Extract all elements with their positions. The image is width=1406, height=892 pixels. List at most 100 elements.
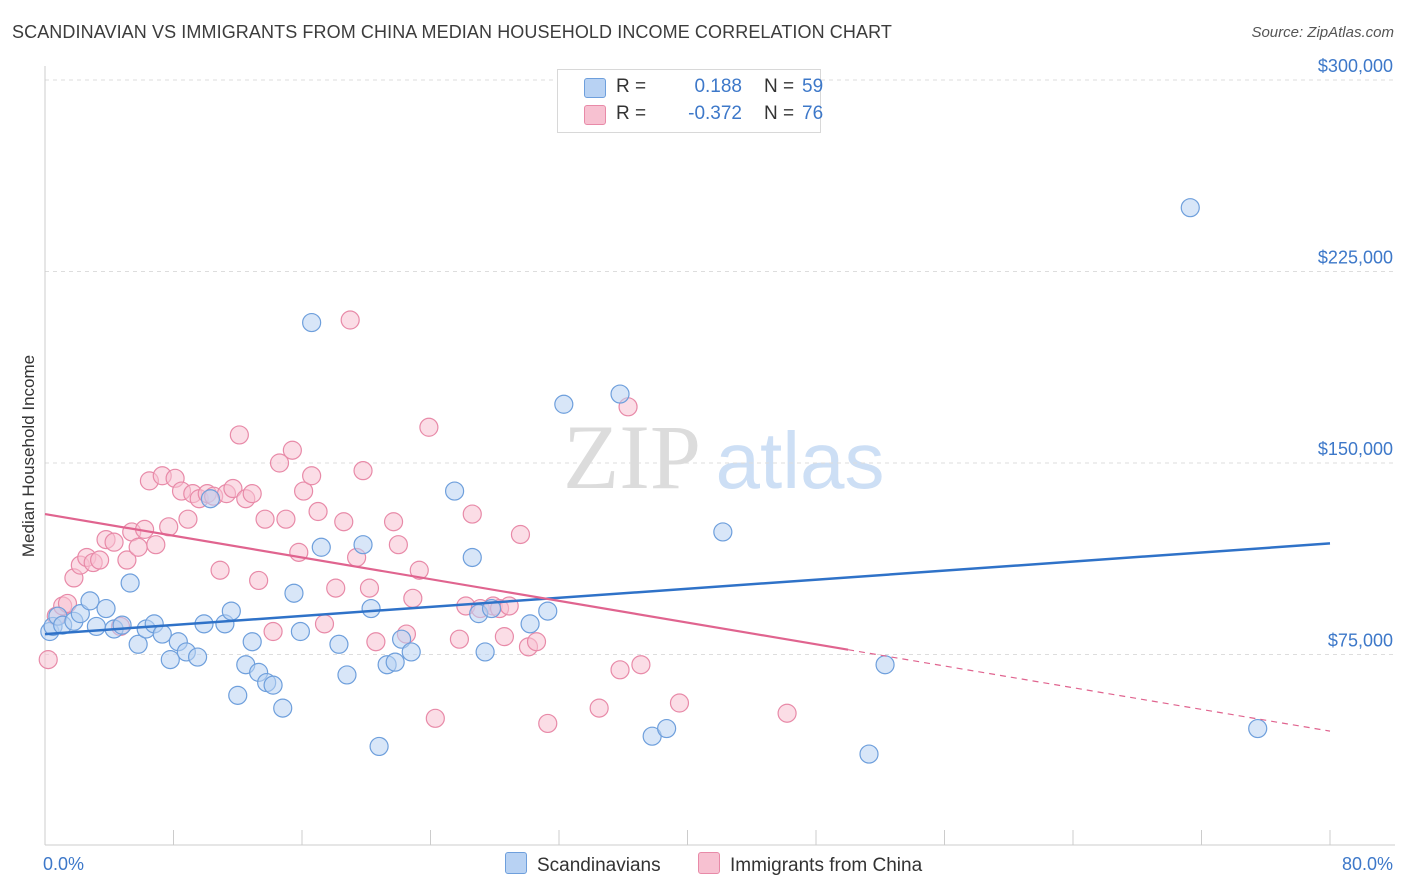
data-point bbox=[276, 509, 296, 529]
data-point bbox=[403, 588, 423, 608]
n-label: N = bbox=[764, 103, 795, 124]
data-point bbox=[462, 547, 482, 568]
data-point bbox=[128, 634, 148, 654]
data-point bbox=[657, 718, 677, 739]
data-point bbox=[57, 593, 78, 614]
x-tick-labels: 0.0% 80.0% bbox=[43, 854, 1393, 874]
data-point bbox=[210, 560, 230, 580]
data-point bbox=[120, 573, 140, 593]
data-point bbox=[369, 736, 389, 757]
series-immigrants-from-china bbox=[38, 310, 797, 734]
data-point bbox=[1248, 718, 1268, 739]
data-point bbox=[255, 509, 275, 529]
trend-line-immigrants-from-china bbox=[44, 512, 849, 651]
data-point bbox=[353, 461, 373, 481]
y-tick-label: $75,000 bbox=[1328, 631, 1393, 651]
data-point bbox=[294, 481, 314, 501]
data-point bbox=[361, 598, 381, 619]
data-point bbox=[200, 489, 221, 509]
watermark-atlas: atlas bbox=[716, 416, 885, 505]
data-point bbox=[777, 703, 797, 723]
data-point bbox=[449, 629, 470, 649]
x-tick-label: 80.0% bbox=[1342, 854, 1393, 874]
r-label: R = bbox=[616, 103, 647, 124]
immigrants-from-china-swatch bbox=[584, 105, 606, 125]
data-point bbox=[383, 512, 404, 532]
immigrants-from-china-swatch bbox=[698, 852, 720, 874]
legend-item-immigrants-from-china: Immigrants from China bbox=[698, 852, 922, 877]
data-point bbox=[444, 481, 465, 501]
data-point bbox=[273, 698, 293, 718]
data-point bbox=[669, 693, 690, 713]
data-point bbox=[554, 394, 574, 414]
n-value: 59 bbox=[802, 76, 824, 97]
x-tick-label: 0.0% bbox=[43, 854, 84, 874]
data-point bbox=[334, 512, 354, 532]
data-point bbox=[308, 501, 328, 522]
y-tick-labels: $75,000 $150,000 $225,000 $300,000 bbox=[1318, 56, 1393, 651]
data-point bbox=[228, 685, 248, 705]
data-point bbox=[326, 578, 346, 598]
data-point bbox=[409, 560, 429, 580]
data-point bbox=[337, 665, 357, 685]
n-label: N = bbox=[764, 76, 795, 97]
data-point bbox=[160, 650, 180, 670]
data-point bbox=[538, 601, 558, 621]
data-point bbox=[70, 604, 90, 624]
data-point bbox=[178, 509, 198, 529]
r-value: 0.188 bbox=[694, 76, 742, 97]
data-point bbox=[284, 583, 304, 603]
data-point bbox=[128, 537, 148, 557]
data-point bbox=[419, 417, 439, 437]
data-point bbox=[249, 570, 269, 591]
correlation-legend: R = 0.188 N = 59 R = -0.372 N = 76 bbox=[557, 69, 824, 133]
data-point bbox=[875, 655, 895, 675]
data-point bbox=[314, 614, 335, 634]
gridlines bbox=[45, 79, 1395, 655]
data-point bbox=[385, 652, 405, 672]
data-point bbox=[152, 624, 172, 644]
data-point bbox=[510, 524, 531, 545]
source-label: Source: ZipAtlas.com bbox=[1251, 24, 1394, 41]
trend-line-scandinavians bbox=[44, 542, 1331, 636]
data-point bbox=[425, 708, 445, 728]
data-point bbox=[359, 578, 380, 598]
data-point bbox=[187, 647, 208, 667]
data-point bbox=[859, 744, 879, 764]
data-point bbox=[302, 466, 322, 486]
scandinavians-swatch bbox=[584, 78, 606, 98]
y-tick-label: $300,000 bbox=[1318, 56, 1393, 76]
data-point bbox=[631, 655, 651, 675]
y-tick-label: $150,000 bbox=[1318, 439, 1393, 459]
data-point bbox=[388, 535, 408, 555]
axes bbox=[44, 66, 1395, 846]
data-point bbox=[282, 440, 302, 460]
r-label: R = bbox=[616, 76, 647, 97]
data-point bbox=[401, 642, 421, 662]
watermark-zip: ZIP bbox=[563, 406, 701, 508]
scandinavians-swatch bbox=[505, 852, 527, 874]
data-point bbox=[391, 629, 412, 649]
data-point bbox=[90, 550, 110, 570]
data-point bbox=[263, 621, 283, 642]
data-point bbox=[311, 537, 331, 557]
data-point bbox=[353, 535, 373, 555]
data-point bbox=[221, 601, 241, 621]
trend-lines bbox=[44, 512, 1331, 732]
data-point bbox=[340, 310, 360, 330]
y-axis-label: Median Household Income bbox=[19, 355, 38, 557]
data-point bbox=[475, 642, 495, 662]
r-value: -0.372 bbox=[688, 103, 742, 124]
data-point bbox=[269, 453, 290, 473]
y-tick-label: $225,000 bbox=[1318, 248, 1393, 268]
data-point bbox=[86, 616, 107, 637]
data-point bbox=[713, 522, 733, 542]
trend-line-immigrants-from-china-extension bbox=[848, 649, 1331, 732]
data-point bbox=[526, 632, 547, 652]
data-point bbox=[229, 425, 249, 445]
data-point bbox=[242, 484, 262, 504]
data-point bbox=[242, 632, 262, 652]
data-point bbox=[38, 650, 58, 670]
data-point bbox=[80, 591, 100, 611]
series-scandinavians bbox=[40, 198, 1268, 764]
